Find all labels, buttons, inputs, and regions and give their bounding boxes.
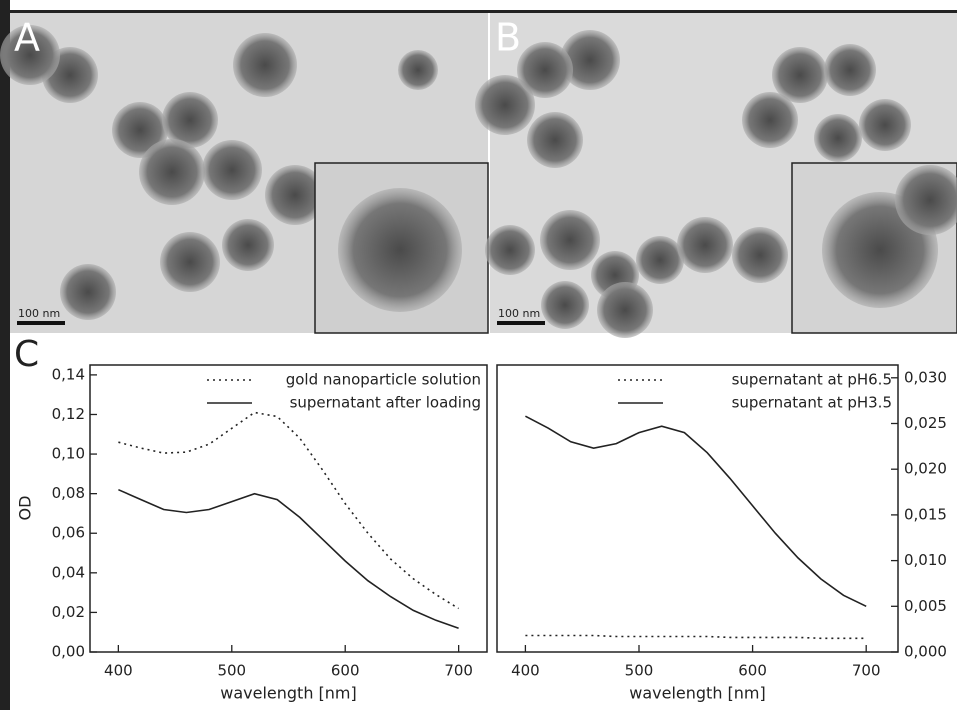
y-tick-label: 0,010 [904, 551, 947, 569]
y-tick-label: 0,00 [52, 643, 85, 661]
x-axis-label: wavelength [nm] [629, 684, 766, 703]
x-axis-label: wavelength [nm] [220, 684, 357, 703]
image-label: A [14, 16, 40, 60]
legend-label: gold nanoparticle solution [286, 371, 481, 389]
x-tick-label: 700 [444, 662, 473, 680]
frame-top [0, 10, 957, 13]
y-tick-label: 0,030 [904, 368, 947, 386]
legend-label: supernatant at pH3.5 [732, 394, 892, 412]
y-tick-label: 0,10 [52, 445, 85, 463]
y-tick-label: 0,000 [904, 643, 947, 661]
x-tick-label: 700 [852, 662, 881, 680]
scale-bar-label: 100 nm [498, 307, 540, 320]
y-tick-label: 0,02 [52, 603, 85, 621]
y-axis-label: OD [16, 496, 35, 521]
y-tick-label: 0,14 [52, 365, 85, 383]
legend-label: supernatant after loading [290, 394, 481, 412]
legend-label: supernatant at pH6.5 [732, 371, 892, 389]
tem-image-b [475, 13, 957, 338]
y-tick-label: 0,015 [904, 505, 947, 523]
panel-label: C [14, 334, 39, 375]
y-tick-label: 0,005 [904, 597, 947, 615]
x-tick-label: 500 [217, 662, 246, 680]
y-tick-label: 0,020 [904, 460, 947, 478]
series-line [525, 415, 867, 608]
y-tick-label: 0,025 [904, 414, 947, 432]
plot-frame [89, 364, 488, 653]
series-line [118, 488, 459, 629]
x-tick-label: 500 [625, 662, 654, 680]
series-line [118, 411, 460, 610]
frame-left [0, 0, 10, 710]
scale-bar-label: 100 nm [18, 307, 60, 320]
y-tick-label: 0,06 [52, 524, 85, 542]
y-tick-label: 0,12 [52, 405, 85, 423]
x-tick-label: 400 [104, 662, 133, 680]
tem-image-a [0, 13, 489, 334]
x-tick-label: 600 [331, 662, 360, 680]
plot-frame [496, 364, 899, 653]
x-tick-label: 600 [738, 662, 767, 680]
image-label: B [495, 16, 521, 60]
y-tick-label: 0,04 [52, 563, 85, 581]
y-tick-label: 0,08 [52, 484, 85, 502]
x-tick-label: 400 [511, 662, 540, 680]
